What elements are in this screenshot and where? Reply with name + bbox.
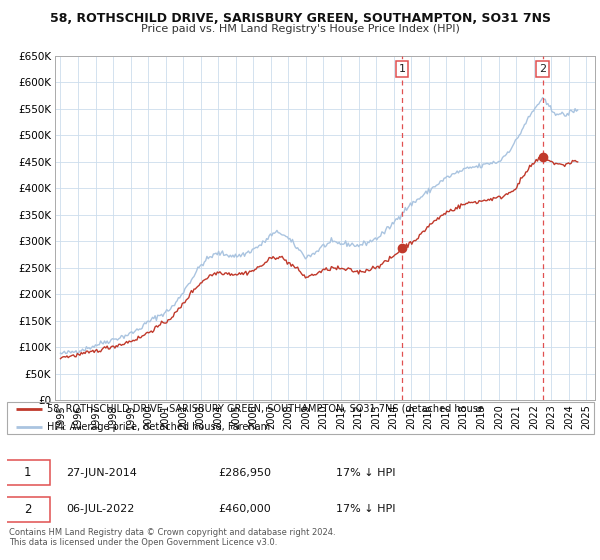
Text: 2: 2: [24, 502, 31, 516]
Text: £286,950: £286,950: [218, 468, 271, 478]
Text: This data is licensed under the Open Government Licence v3.0.: This data is licensed under the Open Gov…: [9, 538, 277, 547]
Text: 17% ↓ HPI: 17% ↓ HPI: [336, 504, 395, 514]
Text: 1: 1: [398, 64, 406, 74]
Text: 17% ↓ HPI: 17% ↓ HPI: [336, 468, 395, 478]
Text: 06-JUL-2022: 06-JUL-2022: [66, 504, 134, 514]
Text: 58, ROTHSCHILD DRIVE, SARISBURY GREEN, SOUTHAMPTON, SO31 7NS (detached house: 58, ROTHSCHILD DRIVE, SARISBURY GREEN, S…: [47, 404, 484, 414]
FancyBboxPatch shape: [6, 460, 50, 485]
Text: Contains HM Land Registry data © Crown copyright and database right 2024.: Contains HM Land Registry data © Crown c…: [9, 528, 335, 536]
Text: 1: 1: [24, 466, 31, 479]
FancyBboxPatch shape: [6, 497, 50, 521]
Text: Price paid vs. HM Land Registry's House Price Index (HPI): Price paid vs. HM Land Registry's House …: [140, 24, 460, 34]
Text: HPI: Average price, detached house, Fareham: HPI: Average price, detached house, Fare…: [47, 422, 270, 432]
Text: 27-JUN-2014: 27-JUN-2014: [66, 468, 137, 478]
Text: £460,000: £460,000: [218, 504, 271, 514]
Text: 2: 2: [539, 64, 547, 74]
Text: 58, ROTHSCHILD DRIVE, SARISBURY GREEN, SOUTHAMPTON, SO31 7NS: 58, ROTHSCHILD DRIVE, SARISBURY GREEN, S…: [49, 12, 551, 25]
